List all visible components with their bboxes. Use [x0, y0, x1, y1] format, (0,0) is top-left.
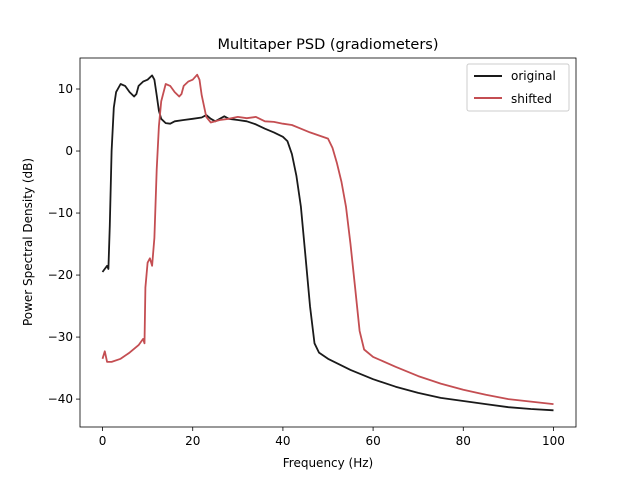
y-tick-label: 10 [58, 82, 73, 96]
x-tick-label: 80 [456, 434, 471, 448]
y-tick-label: −20 [48, 268, 73, 282]
x-tick-label: 60 [365, 434, 380, 448]
x-tick-label: 0 [99, 434, 107, 448]
x-tick-label: 20 [185, 434, 200, 448]
series-line-shifted [101, 73, 554, 405]
y-tick-label: −40 [48, 392, 73, 406]
series-line-original [101, 74, 554, 412]
axes-frame [79, 57, 577, 428]
legend: original shifted [466, 63, 570, 112]
legend-label-original: original [511, 69, 556, 83]
legend-label-shifted: shifted [511, 92, 552, 106]
y-axis: 10 0 −10 −20 −30 −40 [48, 82, 80, 406]
y-tick-label: −30 [48, 330, 73, 344]
x-tick-label: 100 [542, 434, 565, 448]
x-tick-label: 40 [275, 434, 290, 448]
y-tick-label: 0 [65, 144, 73, 158]
x-axis: 0 20 40 60 80 100 [99, 427, 565, 448]
y-axis-label: Power Spectral Density (dB) [21, 158, 35, 326]
plot-area [101, 73, 554, 412]
chart-title: Multitaper PSD (gradiometers) [217, 37, 438, 53]
y-tick-label: −10 [48, 206, 73, 220]
x-axis-label: Frequency (Hz) [283, 456, 374, 470]
